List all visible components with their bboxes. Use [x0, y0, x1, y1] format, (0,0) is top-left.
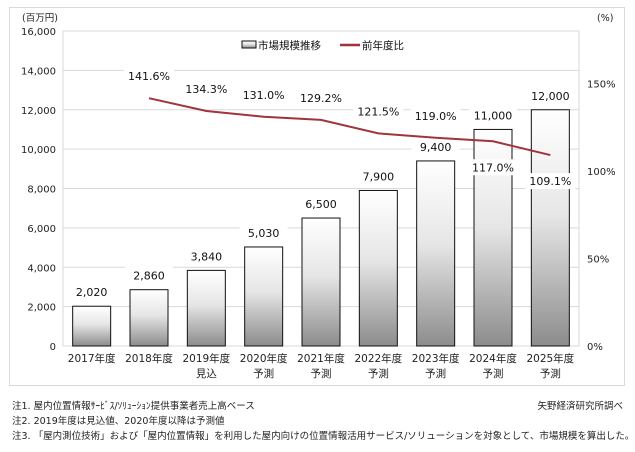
legend-line-label: 前年度比 [362, 39, 404, 52]
x-tick-label: 2023年度 [412, 352, 460, 365]
x-tick-label: 2020年度 [240, 352, 288, 365]
left-tick-label: 6,000 [27, 224, 56, 235]
chart-frame [9, 7, 625, 386]
x-tick-sublabel: 予測 [311, 367, 332, 380]
x-tick-sublabel: 予測 [425, 367, 446, 380]
line-data-label: 131.0% [243, 89, 285, 102]
bar-label-bg [469, 106, 517, 123]
x-tick-label: 2021年度 [297, 352, 345, 365]
bar-label-bg [526, 86, 575, 103]
bar-label-bg [411, 137, 460, 154]
line-data-label: 117.0% [472, 161, 514, 174]
line-label-bg [296, 89, 346, 106]
line-label-bg [353, 103, 404, 120]
line-label-bg [124, 68, 174, 85]
x-tick-sublabel: 予測 [540, 367, 561, 380]
right-tick-label: 150% [587, 80, 616, 91]
line-data-label: 129.2% [300, 92, 342, 105]
left-tick-label: 10,000 [21, 145, 56, 156]
left-axis-unit: (百万円) [22, 13, 58, 24]
left-tick-label: 8,000 [27, 185, 56, 196]
right-tick-label: 100% [587, 167, 616, 178]
line-data-label: 134.3% [185, 83, 227, 96]
legend-bar-swatch [241, 40, 257, 49]
x-tick-label: 2018年度 [125, 352, 173, 365]
line-label-bg [525, 173, 576, 190]
x-tick-sublabel: 見込 [196, 368, 217, 380]
bar-data-label: 6,500 [305, 198, 337, 211]
x-tick-label: 2024年度 [469, 352, 517, 365]
bar [129, 289, 169, 347]
x-tick-label: 2019年度 [182, 352, 230, 365]
x-tick-label: 2025年度 [526, 352, 574, 365]
bar-data-label: 11,000 [474, 109, 513, 122]
line-label-bg [181, 80, 232, 97]
bar-label-bg [182, 247, 231, 264]
line-data-label: 121.5% [357, 105, 399, 118]
x-tick-sublabel: 予測 [368, 367, 389, 380]
bar-data-label: 7,900 [363, 170, 395, 183]
left-tick-label: 12,000 [21, 106, 56, 117]
right-axis-unit: (%) [597, 13, 613, 24]
right-tick-label: 0% [587, 342, 603, 353]
bar-data-label: 3,840 [191, 250, 223, 263]
line-label-bg [238, 86, 289, 103]
x-tick-label: 2022年度 [354, 352, 402, 365]
bar [72, 305, 112, 347]
x-tick-sublabel: 予測 [483, 367, 504, 380]
bar [416, 160, 456, 347]
left-tick-label: 0 [50, 342, 56, 353]
line-data-label: 119.0% [415, 110, 457, 123]
left-tick-label: 4,000 [27, 263, 56, 274]
bar [244, 246, 284, 347]
left-tick-label: 14,000 [21, 66, 56, 77]
x-tick-sublabel: 予測 [253, 367, 274, 380]
bar-data-label: 5,030 [248, 227, 280, 240]
bar-label-bg [297, 195, 345, 212]
bar [358, 189, 398, 347]
bar-data-label: 9,400 [420, 141, 452, 154]
legend-bar-label: 市場規模推移 [258, 39, 321, 52]
bar-label-bg [125, 266, 173, 283]
right-tick-label: 50% [587, 255, 609, 266]
line-data-label: 141.6% [128, 70, 170, 83]
note-3: 注3. 「屋内測位技術」および「屋内位置情報」を利用した屋内向けの位置情報活用サ… [12, 431, 635, 442]
x-tick-label: 2017年度 [68, 352, 116, 365]
bar-data-label: 2,020 [76, 286, 108, 299]
bar-label-bg [67, 283, 116, 300]
source-credit: 矢野経済研究所調べ [537, 401, 623, 412]
bar-data-label: 2,860 [133, 270, 165, 283]
bar [186, 269, 226, 347]
left-tick-label: 2,000 [27, 303, 56, 314]
line-data-label: 109.1% [529, 175, 571, 188]
bar [301, 217, 341, 347]
bar-label-bg [239, 223, 288, 240]
bar [530, 109, 570, 347]
bar-data-label: 12,000 [531, 90, 570, 103]
bar-label-bg [354, 167, 403, 184]
line-label-bg [468, 159, 518, 176]
note-1: 注1. 屋内位置情報ｻｰﾋﾞｽ/ｿﾘｭｰｼｮﾝ提供事業者売上高ベース [12, 401, 255, 412]
note-2: 注2. 2019年度は見込値、2020年度以降は予測値 [12, 416, 225, 427]
line-series [148, 97, 551, 157]
left-tick-label: 16,000 [21, 27, 56, 38]
line-label-bg [410, 107, 461, 124]
